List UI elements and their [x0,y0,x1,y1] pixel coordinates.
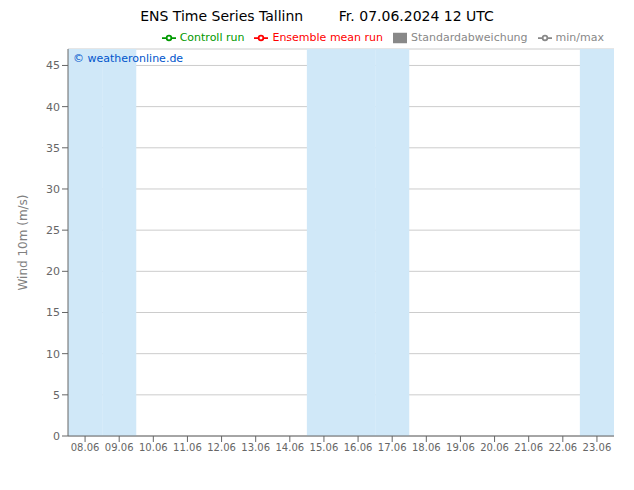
svg-text:21.06: 21.06 [514,442,543,453]
svg-text:19.06: 19.06 [446,442,475,453]
svg-text:10: 10 [46,348,60,361]
html-text:min/max: min/max [555,31,604,44]
svg-text:11.06: 11.06 [173,442,202,453]
svg-text:15: 15 [46,306,60,319]
svg-text:12.06: 12.06 [207,442,236,453]
html-text:Controll run: Controll run [179,31,245,44]
svg-text:40: 40 [46,101,60,114]
svg-text:Wind 10m (m/s): Wind 10m (m/s) [16,194,30,290]
svg-text:13.06: 13.06 [241,442,270,453]
svg-text:5: 5 [53,389,60,402]
svg-text:22.06: 22.06 [548,442,577,453]
svg-text:16.06: 16.06 [344,442,373,453]
svg-text:20.06: 20.06 [480,442,509,453]
svg-text:25: 25 [46,224,60,237]
svg-text:18.06: 18.06 [412,442,441,453]
svg-text:0: 0 [53,430,60,443]
html-text:ENS Time Series Tallinn Fr. 07: ENS Time Series Tallinn Fr. 07.06.2024 1… [140,8,494,24]
svg-text:14.06: 14.06 [275,442,304,453]
svg-text:09.06: 09.06 [105,442,134,453]
svg-text:© weatheronline.de: © weatheronline.de [73,52,183,65]
svg-text:23.06: 23.06 [583,442,612,453]
svg-text:30: 30 [46,183,60,196]
svg-text:45: 45 [46,59,60,72]
svg-text:35: 35 [46,142,60,155]
svg-text:15.06: 15.06 [310,442,339,453]
svg-text:17.06: 17.06 [378,442,407,453]
svg-text:20: 20 [46,265,60,278]
svg-text:10.06: 10.06 [139,442,168,453]
html-text:Standardabweichung: Standardabweichung [411,31,528,44]
svg-text:08.06: 08.06 [71,442,100,453]
html-text:Ensemble mean run: Ensemble mean run [272,31,383,44]
